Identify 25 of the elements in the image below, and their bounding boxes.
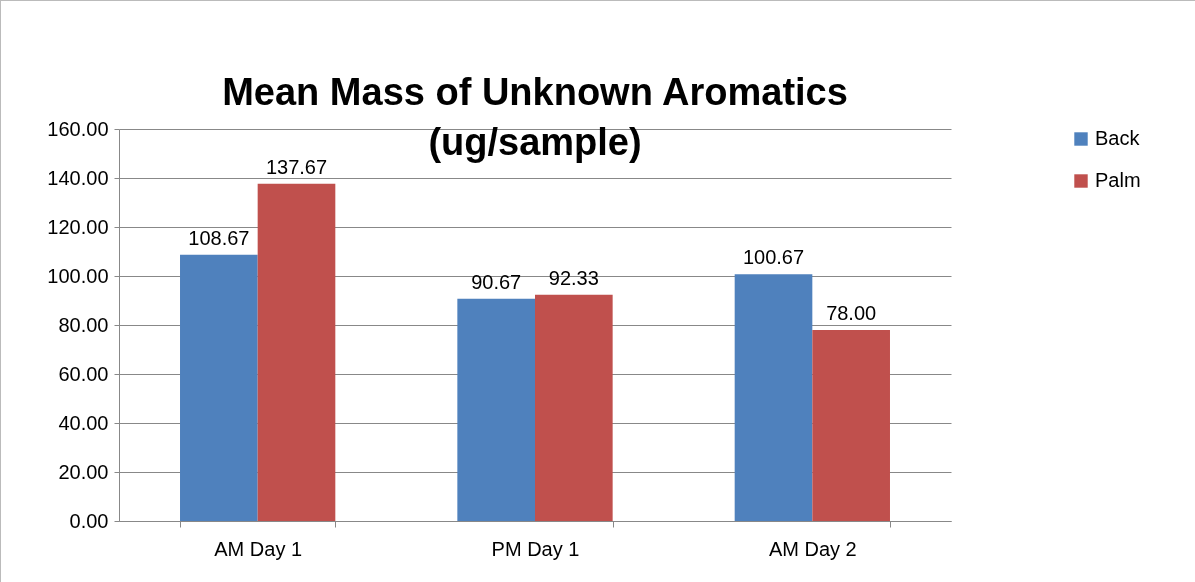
data-label: 100.67	[742, 246, 805, 269]
data-label: 108.67	[188, 226, 250, 249]
bar	[535, 294, 613, 521]
y-tick-label: 140.00	[47, 166, 109, 189]
y-tick-label: 120.00	[47, 215, 109, 238]
legend-label: Back	[1095, 127, 1141, 149]
data-label: 90.67	[471, 270, 522, 293]
bar	[180, 254, 258, 521]
y-tick-label: 60.00	[58, 362, 109, 385]
bar	[257, 183, 336, 521]
bar	[734, 274, 813, 521]
x-tick-label: AM Day 1	[214, 537, 303, 560]
data-label: 92.33	[548, 266, 599, 289]
bar	[812, 329, 890, 521]
x-tick-label: AM Day 2	[768, 537, 857, 560]
y-tick-label: 160.00	[47, 117, 109, 140]
y-tick-label: 0.00	[69, 509, 109, 532]
y-tick-label: 100.00	[47, 264, 109, 287]
bar	[457, 298, 535, 521]
y-tick-label: 80.00	[58, 313, 109, 336]
y-tick-label: 40.00	[58, 411, 109, 434]
y-tick-label: 20.00	[58, 460, 109, 483]
legend-label: Palm	[1095, 169, 1141, 191]
x-tick-label: PM Day 1	[491, 537, 580, 560]
data-label: 78.00	[826, 301, 877, 324]
